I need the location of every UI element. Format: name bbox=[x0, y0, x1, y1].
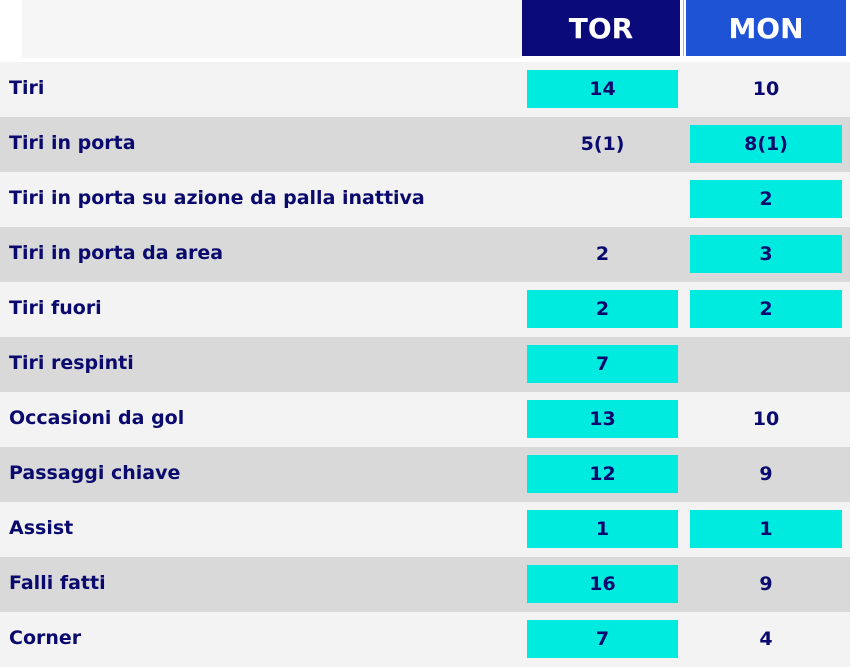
stat-row: Assist 1 1 bbox=[0, 502, 850, 557]
home-value bbox=[527, 180, 678, 218]
stat-row: Corner 7 4 bbox=[0, 612, 850, 667]
stat-row: Tiri respinti 7 bbox=[0, 337, 850, 392]
home-value: 2 bbox=[595, 243, 610, 265]
home-value: 7 bbox=[527, 620, 678, 658]
stat-label: Passaggi chiave bbox=[9, 462, 181, 484]
away-value bbox=[690, 345, 842, 383]
away-value: 4 bbox=[759, 628, 773, 650]
away-value: 2 bbox=[690, 180, 842, 218]
stat-row: Occasioni da gol 13 10 bbox=[0, 392, 850, 447]
away-value: 3 bbox=[690, 235, 842, 273]
home-value: 1 bbox=[527, 510, 678, 548]
away-value: 2 bbox=[690, 290, 842, 328]
away-team-header: MON bbox=[686, 0, 846, 56]
stat-label: Tiri bbox=[9, 77, 45, 99]
stat-label: Assist bbox=[9, 517, 74, 539]
home-value: 5(1) bbox=[580, 133, 625, 155]
stat-row: Tiri in porta 5(1) 8(1) bbox=[0, 117, 850, 172]
stat-row: Tiri in porta da area 2 3 bbox=[0, 227, 850, 282]
stat-label: Occasioni da gol bbox=[9, 407, 185, 429]
home-value: 14 bbox=[527, 70, 678, 108]
home-value: 16 bbox=[527, 565, 678, 603]
header-divider-line bbox=[683, 0, 684, 56]
stat-label: Corner bbox=[9, 627, 82, 649]
away-value: 10 bbox=[752, 78, 780, 100]
away-value: 8(1) bbox=[690, 125, 842, 163]
stats-table: Tiri 14 10 Tiri in porta 5(1) 8(1) Tiri in por… bbox=[0, 62, 856, 667]
stat-label: Tiri in porta su azione da palla inattiv… bbox=[9, 187, 425, 209]
stat-label: Tiri in porta da area bbox=[9, 242, 224, 264]
stat-row: Tiri 14 10 bbox=[0, 62, 850, 117]
away-value: 10 bbox=[752, 408, 780, 430]
away-value: 9 bbox=[759, 463, 773, 485]
home-value: 2 bbox=[527, 290, 678, 328]
stat-row: Tiri in porta su azione da palla inattiv… bbox=[0, 172, 850, 227]
away-value: 1 bbox=[690, 510, 842, 548]
away-value: 9 bbox=[759, 573, 773, 595]
stat-row: Passaggi chiave 12 9 bbox=[0, 447, 850, 502]
stat-row: Tiri fuori 2 2 bbox=[0, 282, 850, 337]
home-value: 13 bbox=[527, 400, 678, 438]
header-spacer bbox=[22, 0, 522, 58]
stat-label: Tiri in porta bbox=[9, 132, 136, 154]
home-team-header: TOR bbox=[522, 0, 680, 56]
stat-label: Tiri fuori bbox=[9, 297, 102, 319]
stat-label: Tiri respinti bbox=[9, 352, 134, 374]
stat-label: Falli fatti bbox=[9, 572, 106, 594]
home-value: 12 bbox=[527, 455, 678, 493]
stat-row: Falli fatti 16 9 bbox=[0, 557, 850, 612]
home-value: 7 bbox=[527, 345, 678, 383]
